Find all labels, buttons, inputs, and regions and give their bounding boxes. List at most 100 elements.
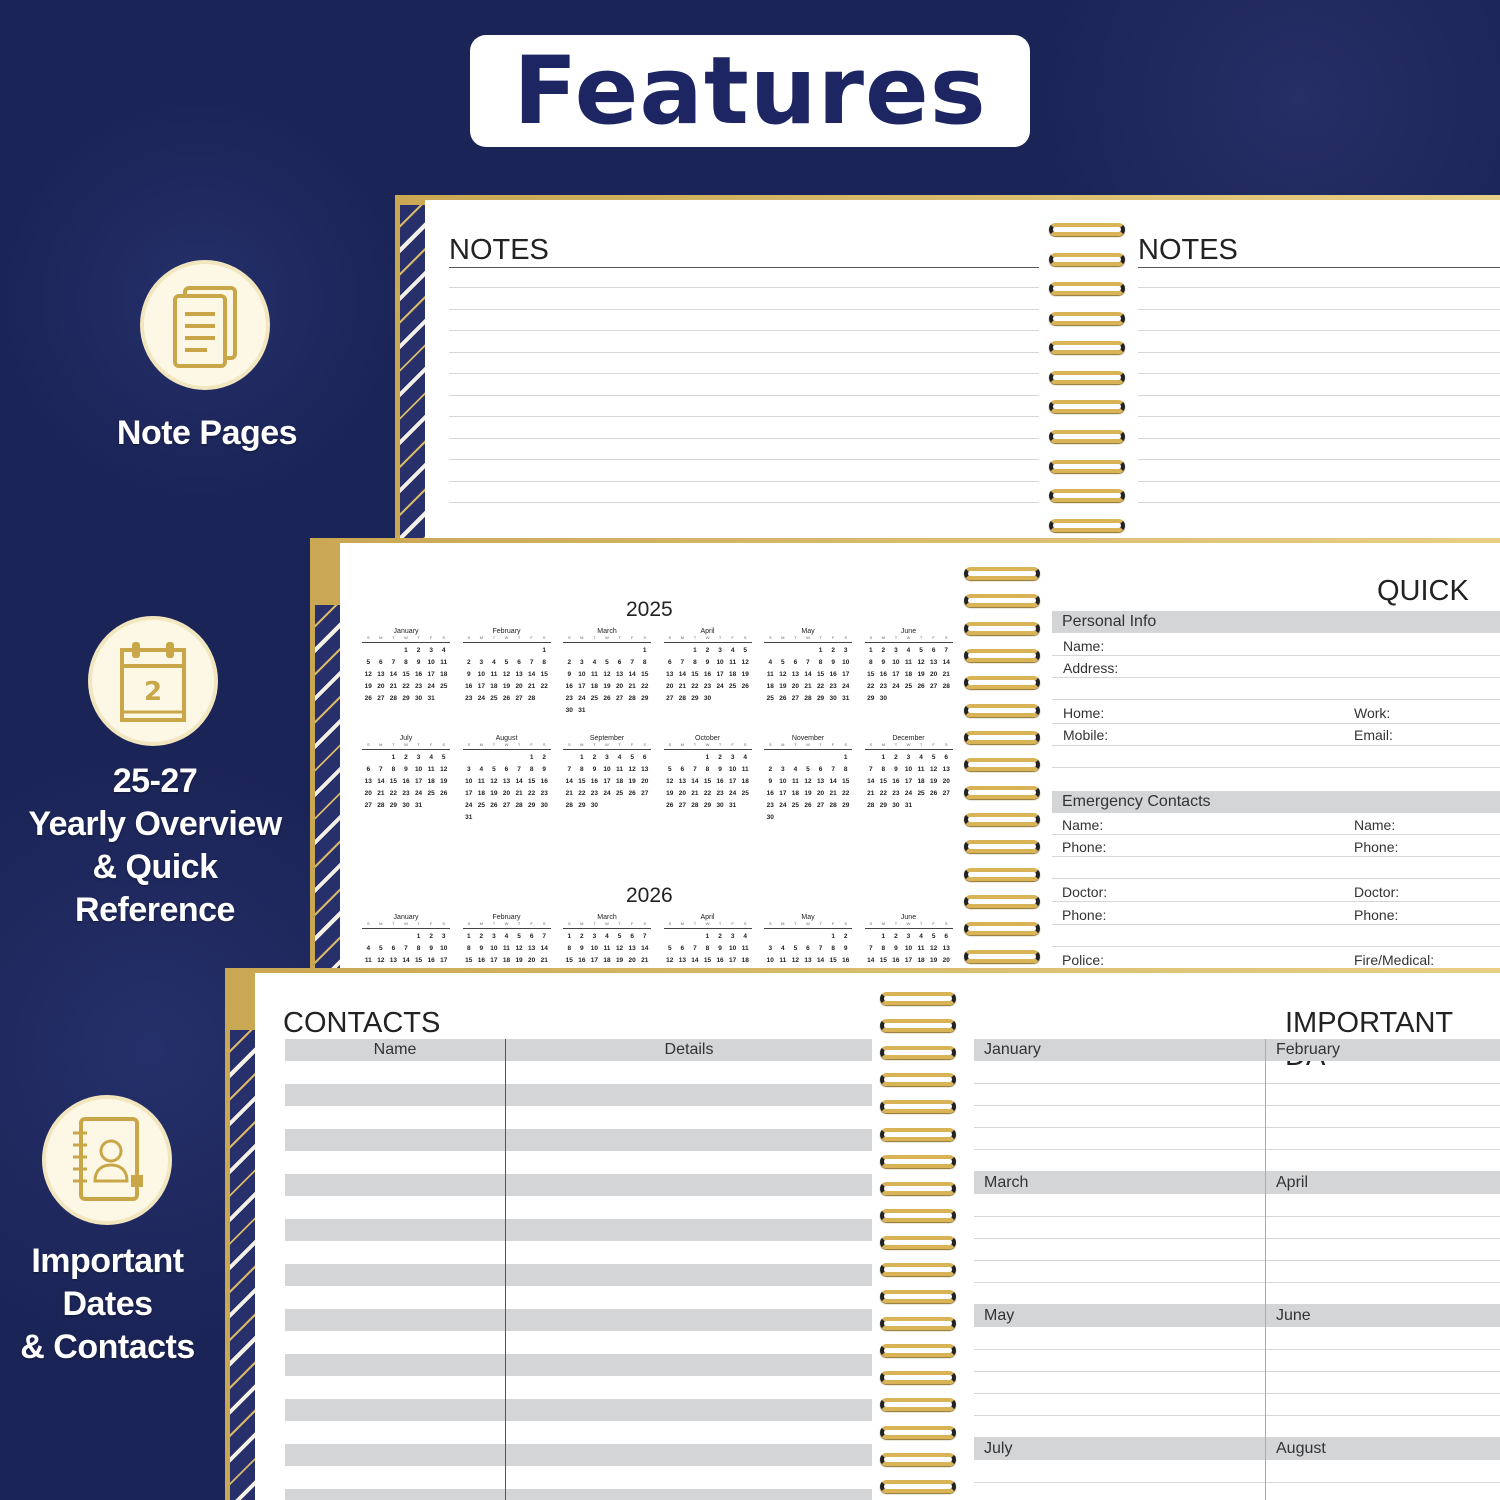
day[interactable]: 2: [580, 933, 584, 940]
day[interactable]: 24: [414, 790, 423, 797]
day[interactable]: 4: [743, 933, 748, 940]
day[interactable]: 4: [768, 659, 773, 666]
day[interactable]: 13: [502, 778, 511, 785]
day[interactable]: 3: [466, 766, 471, 773]
day[interactable]: 22: [528, 790, 536, 797]
day[interactable]: 9: [416, 659, 421, 666]
day[interactable]: 9: [580, 945, 584, 952]
day[interactable]: 12: [364, 671, 372, 678]
day[interactable]: 2: [542, 754, 547, 761]
day[interactable]: 30: [766, 814, 774, 821]
day[interactable]: 5: [919, 647, 923, 654]
day[interactable]: 11: [364, 957, 372, 964]
day[interactable]: 7: [693, 945, 697, 952]
day[interactable]: 23: [766, 802, 774, 809]
day[interactable]: 29: [528, 802, 536, 809]
day[interactable]: 3: [730, 933, 735, 940]
day[interactable]: 4: [592, 659, 597, 666]
day[interactable]: 16: [465, 683, 473, 690]
day[interactable]: 3: [429, 647, 433, 654]
day[interactable]: 7: [529, 659, 534, 666]
day[interactable]: 11: [917, 945, 925, 952]
day[interactable]: 1: [868, 647, 873, 654]
day[interactable]: 23: [402, 790, 410, 797]
day[interactable]: 16: [892, 778, 900, 785]
day[interactable]: 7: [831, 766, 835, 773]
day[interactable]: 22: [641, 683, 649, 690]
day[interactable]: 15: [703, 778, 712, 785]
day[interactable]: 17: [603, 778, 611, 785]
day[interactable]: 29: [816, 695, 825, 702]
day[interactable]: 24: [904, 790, 913, 797]
day[interactable]: 16: [414, 671, 423, 678]
day[interactable]: 8: [404, 659, 408, 666]
day[interactable]: 25: [741, 790, 749, 797]
day[interactable]: 3: [894, 647, 898, 654]
day[interactable]: 7: [642, 933, 647, 940]
day[interactable]: 3: [906, 933, 911, 940]
day[interactable]: 23: [829, 683, 837, 690]
day[interactable]: 7: [542, 933, 547, 940]
day[interactable]: 11: [427, 766, 435, 773]
day[interactable]: 27: [502, 802, 511, 809]
day[interactable]: 1: [416, 933, 421, 940]
day[interactable]: 4: [441, 647, 446, 654]
contact-row[interactable]: [285, 1309, 872, 1331]
day[interactable]: 1: [580, 754, 584, 761]
day[interactable]: 14: [867, 778, 875, 785]
day[interactable]: 27: [816, 802, 825, 809]
day[interactable]: 3: [781, 766, 785, 773]
day[interactable]: 18: [741, 778, 749, 785]
day[interactable]: 3: [580, 659, 584, 666]
day[interactable]: 17: [779, 790, 787, 797]
day[interactable]: 16: [766, 790, 774, 797]
day[interactable]: 28: [628, 695, 636, 702]
day[interactable]: 30: [414, 695, 423, 702]
day[interactable]: 11: [917, 766, 925, 773]
day[interactable]: 2: [894, 933, 898, 940]
day[interactable]: 10: [490, 945, 498, 952]
day[interactable]: 15: [691, 671, 699, 678]
day[interactable]: 27: [791, 695, 800, 702]
day[interactable]: 14: [816, 957, 825, 964]
day[interactable]: 10: [729, 766, 737, 773]
day[interactable]: 20: [628, 957, 636, 964]
day[interactable]: 5: [743, 647, 748, 654]
day[interactable]: 12: [377, 957, 385, 964]
day[interactable]: 19: [490, 790, 498, 797]
day[interactable]: 8: [881, 945, 886, 952]
day[interactable]: 27: [942, 790, 950, 797]
day[interactable]: 31: [465, 814, 473, 821]
day[interactable]: 29: [578, 802, 586, 809]
day[interactable]: 17: [578, 683, 586, 690]
day[interactable]: 4: [479, 766, 484, 773]
day[interactable]: 8: [868, 659, 873, 666]
day[interactable]: 29: [703, 802, 712, 809]
day[interactable]: 20: [377, 683, 385, 690]
day[interactable]: 12: [779, 671, 787, 678]
day[interactable]: 25: [427, 790, 435, 797]
day[interactable]: 18: [741, 957, 749, 964]
day[interactable]: 23: [879, 683, 887, 690]
day[interactable]: 1: [529, 754, 534, 761]
day[interactable]: 10: [477, 671, 485, 678]
day[interactable]: 14: [641, 945, 649, 952]
day[interactable]: 9: [567, 671, 572, 678]
day[interactable]: 5: [630, 754, 634, 761]
day[interactable]: 10: [578, 671, 586, 678]
day[interactable]: 8: [705, 766, 710, 773]
day[interactable]: 8: [391, 766, 396, 773]
day[interactable]: 13: [641, 766, 649, 773]
day[interactable]: 12: [930, 766, 938, 773]
day[interactable]: 27: [364, 802, 372, 809]
day[interactable]: 4: [429, 754, 433, 761]
day[interactable]: 11: [741, 766, 749, 773]
day[interactable]: 11: [616, 766, 623, 773]
day[interactable]: 13: [389, 957, 398, 964]
day[interactable]: 19: [804, 790, 812, 797]
day[interactable]: 4: [617, 754, 622, 761]
day[interactable]: 15: [578, 778, 586, 785]
day[interactable]: 9: [768, 778, 773, 785]
day[interactable]: 26: [741, 683, 749, 690]
day[interactable]: 17: [892, 671, 900, 678]
